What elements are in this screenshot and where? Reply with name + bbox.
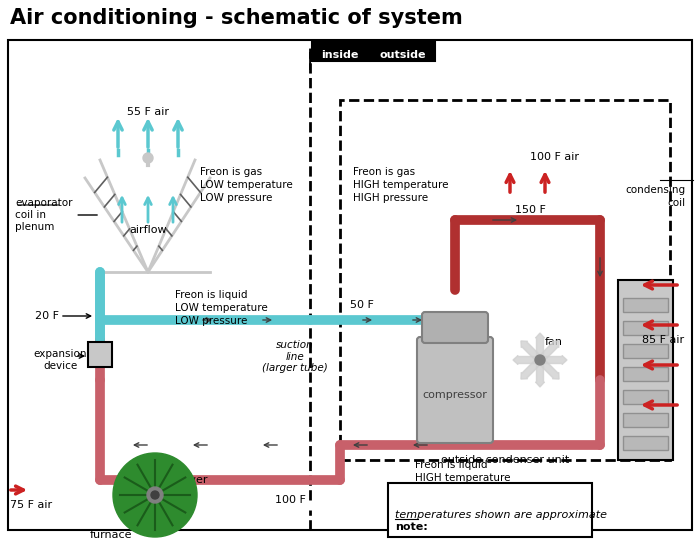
Circle shape	[143, 153, 153, 163]
Bar	[618, 280, 673, 460]
FancyArrow shape	[538, 357, 559, 379]
Text: 55 F air: 55 F air	[127, 107, 169, 117]
Bar	[623, 390, 668, 404]
FancyArrow shape	[513, 356, 540, 365]
Bar	[623, 298, 668, 312]
Text: outside condenser unit: outside condenser unit	[441, 455, 569, 465]
Text: blower: blower	[170, 475, 207, 485]
Text: 100 F air: 100 F air	[531, 152, 580, 162]
FancyArrow shape	[536, 360, 545, 387]
Text: 50 F: 50 F	[350, 300, 374, 310]
Bar	[623, 321, 668, 335]
Bar	[623, 344, 668, 358]
FancyArrow shape	[521, 357, 542, 379]
Text: |: |	[307, 52, 313, 70]
Text: 20 F: 20 F	[35, 311, 59, 321]
Text: expansion
device: expansion device	[34, 349, 87, 371]
FancyArrow shape	[540, 356, 567, 365]
Text: note:: note:	[395, 522, 428, 532]
Bar	[623, 413, 668, 427]
Bar	[8, 40, 310, 530]
Text: Freon is liquid
HIGH temperature
HIGH pressure: Freon is liquid HIGH temperature HIGH pr…	[415, 460, 510, 496]
Text: furnace: furnace	[90, 530, 132, 540]
FancyArrow shape	[538, 341, 559, 362]
Text: airflow: airflow	[130, 225, 167, 235]
Bar	[8, 40, 692, 530]
Text: outside: outside	[380, 50, 426, 60]
Text: Freon is gas
LOW temperature
LOW pressure: Freon is gas LOW temperature LOW pressur…	[200, 167, 293, 203]
Text: evaporator
coil in
plenum: evaporator coil in plenum	[15, 198, 97, 232]
Text: 100 F: 100 F	[274, 495, 305, 505]
FancyBboxPatch shape	[417, 337, 493, 443]
Circle shape	[147, 487, 163, 503]
Text: inside: inside	[321, 50, 358, 60]
Text: condensing
coil: condensing coil	[625, 185, 685, 208]
FancyBboxPatch shape	[388, 483, 592, 537]
Text: suction
line
(larger tube): suction line (larger tube)	[262, 340, 328, 373]
Circle shape	[113, 453, 197, 537]
Bar	[623, 436, 668, 450]
Text: Air conditioning - schematic of system: Air conditioning - schematic of system	[10, 8, 463, 28]
FancyBboxPatch shape	[312, 41, 369, 61]
Circle shape	[151, 491, 159, 499]
Text: 150 F: 150 F	[514, 205, 545, 215]
FancyBboxPatch shape	[422, 312, 488, 343]
FancyBboxPatch shape	[371, 41, 435, 61]
Bar	[340, 100, 670, 460]
Text: temperatures shown are approximate: temperatures shown are approximate	[395, 510, 607, 520]
Circle shape	[535, 355, 545, 365]
Text: Freon is gas
HIGH temperature
HIGH pressure: Freon is gas HIGH temperature HIGH press…	[353, 167, 449, 203]
Text: 85 F air: 85 F air	[642, 335, 684, 345]
FancyArrow shape	[521, 341, 542, 362]
Bar	[88, 342, 112, 367]
Text: compressor: compressor	[423, 390, 487, 400]
Text: Freon is liquid
LOW temperature
LOW pressure: Freon is liquid LOW temperature LOW pres…	[175, 290, 267, 326]
Text: 75 F air: 75 F air	[10, 500, 52, 510]
FancyArrow shape	[536, 333, 545, 360]
Text: fan: fan	[545, 337, 563, 347]
Bar	[623, 367, 668, 381]
